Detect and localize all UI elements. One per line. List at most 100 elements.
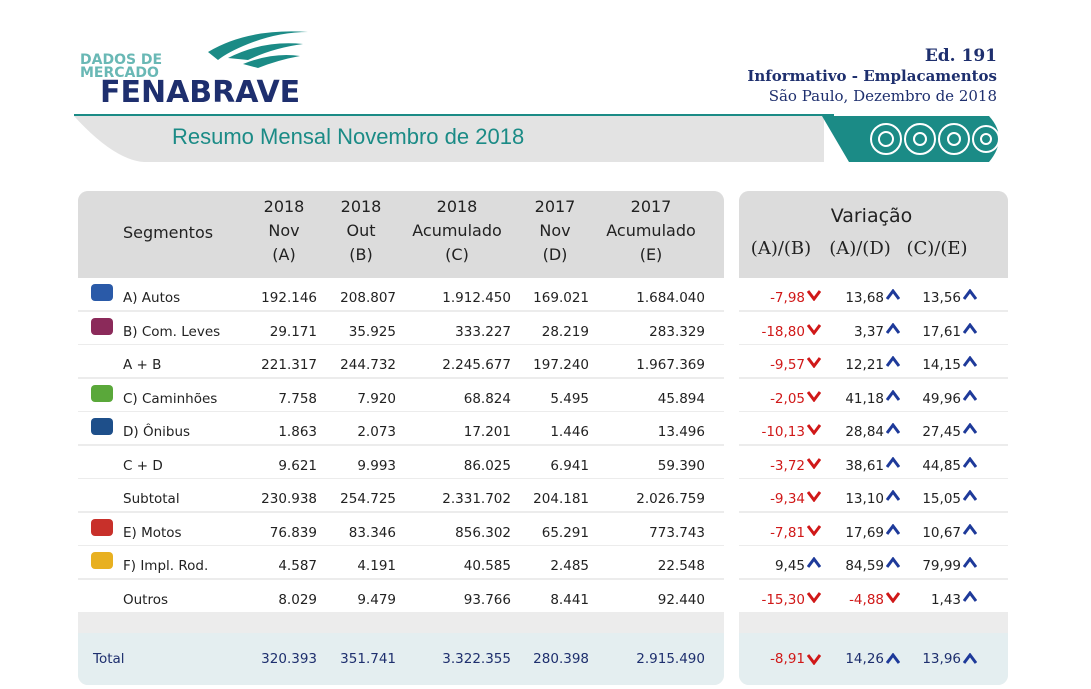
header-cell: Acumulado (606, 221, 696, 240)
segment-icon (91, 384, 113, 402)
row (739, 345, 1008, 377)
value: 68.824 (463, 390, 511, 407)
arrow-up (963, 356, 977, 367)
row (78, 445, 724, 478)
value: 230.938 (261, 491, 317, 507)
header-cell: (B) (349, 245, 373, 264)
value: 1.912.450 (442, 290, 511, 306)
segment-label: D) Ônibus (123, 424, 191, 440)
row (78, 579, 724, 612)
value: 1.863 (278, 424, 317, 440)
variation: 79,99 (922, 558, 961, 574)
value: 28.219 (541, 323, 589, 340)
arrow-up (963, 590, 977, 602)
variation: -7,98 (770, 290, 805, 306)
arrow-up (963, 523, 977, 535)
segment-icon (91, 552, 113, 569)
row (78, 512, 724, 545)
segment-label: A + B (123, 357, 162, 373)
row (739, 479, 1008, 511)
row (739, 378, 1008, 411)
value: 9.621 (278, 457, 317, 474)
arrow-up (963, 389, 977, 401)
variation: 49,96 (922, 390, 961, 407)
header-cell: Nov (268, 221, 300, 240)
arrow-up (886, 523, 900, 535)
row (739, 445, 1008, 478)
value: 9.479 (357, 591, 396, 608)
variation: -4,88 (849, 591, 884, 608)
value: 8.441 (550, 591, 589, 608)
arrow-down (807, 457, 821, 469)
variation: 3,37 (853, 323, 884, 340)
value: 2.073 (357, 424, 396, 440)
value: 7.920 (357, 390, 396, 407)
edition: Ed. 191 (924, 46, 997, 66)
table-panel: Segmentos 2018 Nov (A) 2018 Out (B) 2018 Acumula… (78, 191, 724, 685)
value: 35.925 (348, 323, 396, 340)
arrow-up (886, 289, 900, 300)
subtitle: Informativo - Emplacamentos (747, 67, 997, 85)
variation: 27,45 (922, 424, 961, 440)
value: 204.181 (533, 491, 589, 507)
segment-label: Subtotal (123, 491, 180, 507)
value: 5.495 (550, 390, 589, 407)
segment-icon (91, 518, 113, 536)
arrow-up (886, 356, 900, 367)
segment-label: E) Motos (123, 524, 182, 541)
header-cell: (A) (272, 245, 296, 264)
segment-label: C + D (123, 457, 163, 474)
arrow-up (886, 389, 900, 401)
value: 29.171 (269, 323, 317, 340)
header-cell: 2018 (436, 197, 478, 216)
header-cell: Out (346, 221, 376, 240)
value: 9.993 (357, 457, 396, 474)
header-cell: Nov (539, 221, 571, 240)
arrow-up (886, 322, 900, 334)
arrow-down (807, 290, 821, 301)
row (739, 633, 1008, 685)
variation: 13,56 (922, 290, 961, 306)
header-cell: Acumulado (412, 221, 502, 240)
logo-name: FENABRAVE (100, 75, 300, 108)
value: 1.967.369 (636, 357, 705, 373)
row (739, 512, 1008, 545)
variation: 13,96 (922, 651, 961, 667)
segment-icon (91, 317, 113, 335)
value: 244.732 (340, 357, 396, 373)
variation: 17,69 (845, 524, 884, 541)
variation: -18,80 (761, 323, 805, 340)
place-date: São Paulo, Dezembro de 2018 (768, 87, 997, 105)
row (739, 546, 1008, 578)
value: 22.548 (657, 558, 705, 574)
value: 8.029 (278, 591, 317, 608)
row (78, 278, 724, 310)
segment-label: A) Autos (123, 290, 181, 306)
header-cell: (C)/(E) (906, 238, 968, 259)
header-cell: (E) (639, 245, 663, 264)
header-cell: 2017 (630, 197, 672, 216)
segment-icon (91, 284, 113, 301)
row (78, 546, 724, 578)
value: 76.839 (269, 524, 317, 541)
value: 92.440 (657, 591, 705, 608)
row (739, 412, 1008, 444)
variation: 13,68 (845, 290, 884, 306)
segment-label: Outros (123, 591, 169, 608)
row (739, 579, 1008, 612)
value: 280.398 (533, 651, 589, 667)
value: 192.146 (261, 290, 317, 306)
value: 86.025 (463, 457, 511, 474)
value: 333.227 (455, 323, 511, 340)
arrow-up (963, 322, 977, 334)
variation: -10,13 (761, 424, 805, 440)
variation: -3,72 (770, 457, 805, 474)
variation: -9,57 (770, 357, 805, 373)
arrow-up (886, 653, 900, 664)
arrow-down (807, 654, 821, 665)
variation: -9,34 (770, 491, 805, 507)
value: 2.331.702 (442, 491, 511, 507)
value: 320.393 (261, 651, 317, 667)
value: 773.743 (649, 524, 705, 541)
